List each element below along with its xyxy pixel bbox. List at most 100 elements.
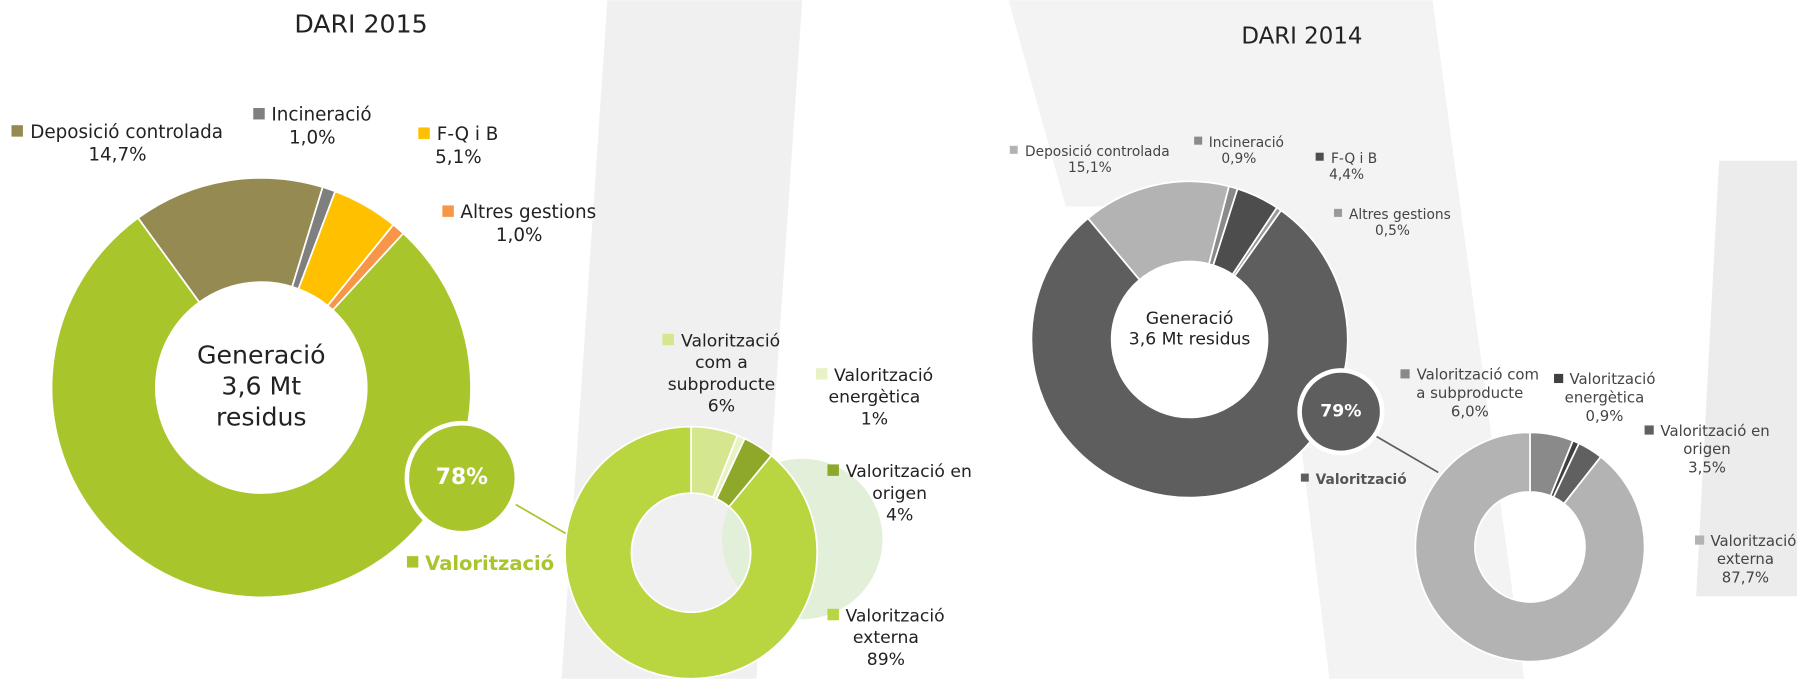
value-label: 0,9% bbox=[1221, 150, 1257, 167]
legend-swatch bbox=[1316, 152, 1325, 161]
label-box: Valorització energètica 1% bbox=[811, 365, 937, 430]
donut-segment bbox=[1414, 431, 1646, 663]
legend-swatch bbox=[252, 107, 265, 119]
value-label: 1,0% bbox=[289, 126, 336, 149]
label-box: Valorització bbox=[1300, 471, 1439, 488]
label-name: Valorització com a subproducte bbox=[656, 330, 788, 395]
legend-swatch bbox=[418, 126, 430, 139]
category-label: Valorització en origen bbox=[845, 460, 972, 504]
legend-swatch bbox=[1553, 373, 1563, 383]
legend-swatch bbox=[1334, 208, 1343, 217]
label-name: F-Q i B bbox=[407, 123, 510, 146]
label-box: Deposició controlada 15,1% bbox=[1010, 144, 1170, 176]
value-label: 15,1% bbox=[1068, 159, 1112, 176]
category-label: Deposició controlada bbox=[30, 120, 224, 143]
label-name: Altres gestions bbox=[1329, 207, 1455, 223]
legend-label: F-Q i B5,1% bbox=[407, 123, 510, 169]
legend-swatch bbox=[1193, 136, 1202, 145]
category-label: Valorització energètica bbox=[828, 364, 934, 408]
label-box: Altres gestions 1,0% bbox=[433, 201, 605, 247]
value-label: 6,0% bbox=[1450, 403, 1489, 421]
label-name: Valorització energètica bbox=[811, 365, 937, 409]
value-label: 14,7% bbox=[88, 143, 147, 166]
donut-segment bbox=[136, 177, 324, 304]
legend-swatch bbox=[815, 367, 828, 380]
value-label: 5,1% bbox=[435, 145, 482, 168]
category-label: Deposició controlada bbox=[1025, 143, 1170, 160]
label-box: Deposició controlada 14,7% bbox=[11, 121, 223, 167]
legend-swatch bbox=[442, 204, 454, 217]
label-name: Incineració bbox=[1187, 134, 1290, 150]
legend-swatch bbox=[827, 463, 839, 476]
label-name: F-Q i B bbox=[1312, 150, 1381, 166]
label-name: Valorització en origen bbox=[1641, 423, 1773, 460]
label-box: Valorització energètica 0,9% bbox=[1547, 372, 1662, 427]
label-box: Valorització externa 89% bbox=[823, 605, 949, 670]
label-box: Valorització com a subproducte 6,0% bbox=[1398, 367, 1541, 422]
legend-label: Valorització bbox=[406, 552, 555, 576]
center-label: Generació bbox=[197, 341, 326, 370]
label-box: F-Q i B 5,1% bbox=[407, 123, 510, 169]
connector bbox=[515, 503, 568, 536]
value-label: 87,7% bbox=[1721, 569, 1770, 588]
label-box: Incineració 0,9% bbox=[1187, 134, 1290, 166]
category-label: Valorització en origen bbox=[1660, 423, 1770, 459]
connector bbox=[1374, 435, 1439, 474]
label-box: Incineració 1,0% bbox=[241, 103, 384, 149]
label-name: Altres gestions bbox=[433, 201, 605, 224]
category-label: Valorització bbox=[425, 552, 555, 576]
legend-swatch bbox=[662, 333, 675, 345]
label-box: F-Q i B 4,4% bbox=[1312, 150, 1381, 182]
category-label: Incineració bbox=[1208, 134, 1284, 151]
category-label: F-Q i B bbox=[436, 122, 499, 145]
label-name: Valorització en origen bbox=[825, 461, 974, 505]
value-label: 0,5% bbox=[1374, 222, 1410, 239]
label-name: Valorització externa bbox=[823, 605, 949, 649]
legend-swatch bbox=[11, 124, 24, 137]
legend-swatch bbox=[1400, 368, 1410, 378]
label-box: Altres gestions 0,5% bbox=[1329, 207, 1455, 239]
category-label: Altres gestions bbox=[1348, 206, 1451, 223]
label-name: Valorització energètica bbox=[1547, 372, 1662, 409]
legend-label: Valorització bbox=[1300, 471, 1439, 488]
center-label: Generació bbox=[1146, 309, 1234, 329]
category-label: Valorització com a subproducte bbox=[667, 330, 781, 395]
value-label: 78% bbox=[436, 465, 488, 490]
value-label: 79% bbox=[1320, 402, 1361, 422]
chart-title: DARI 2014 bbox=[1241, 23, 1362, 49]
category-label: Valorització energètica bbox=[1564, 371, 1656, 408]
category-label: Altres gestions bbox=[460, 200, 597, 223]
bubble bbox=[1297, 368, 1385, 456]
legend-swatch bbox=[827, 608, 839, 620]
label-box: Valorització externa 87,7% bbox=[1694, 533, 1797, 588]
label-name: Valorització com a subproducte bbox=[1398, 367, 1541, 404]
legend-swatch bbox=[406, 556, 419, 568]
center-label: 3,6 Mt bbox=[221, 372, 301, 401]
label-name: Valorització externa bbox=[1694, 533, 1797, 570]
label-name: Deposició controlada bbox=[1010, 144, 1170, 160]
category-label: Valorització externa bbox=[1710, 533, 1797, 569]
chart-title: DARI 2015 bbox=[294, 9, 427, 38]
category-label: F-Q i B bbox=[1330, 150, 1378, 167]
label-name: Incineració bbox=[241, 103, 384, 126]
legend-swatch bbox=[1010, 145, 1019, 154]
value-label: 4% bbox=[886, 504, 914, 526]
value-label: 6% bbox=[707, 395, 736, 417]
category-label: Valorització bbox=[1315, 471, 1407, 488]
legend-swatch bbox=[1644, 424, 1654, 435]
center-label: 3,6 Mt residus bbox=[1129, 330, 1251, 350]
